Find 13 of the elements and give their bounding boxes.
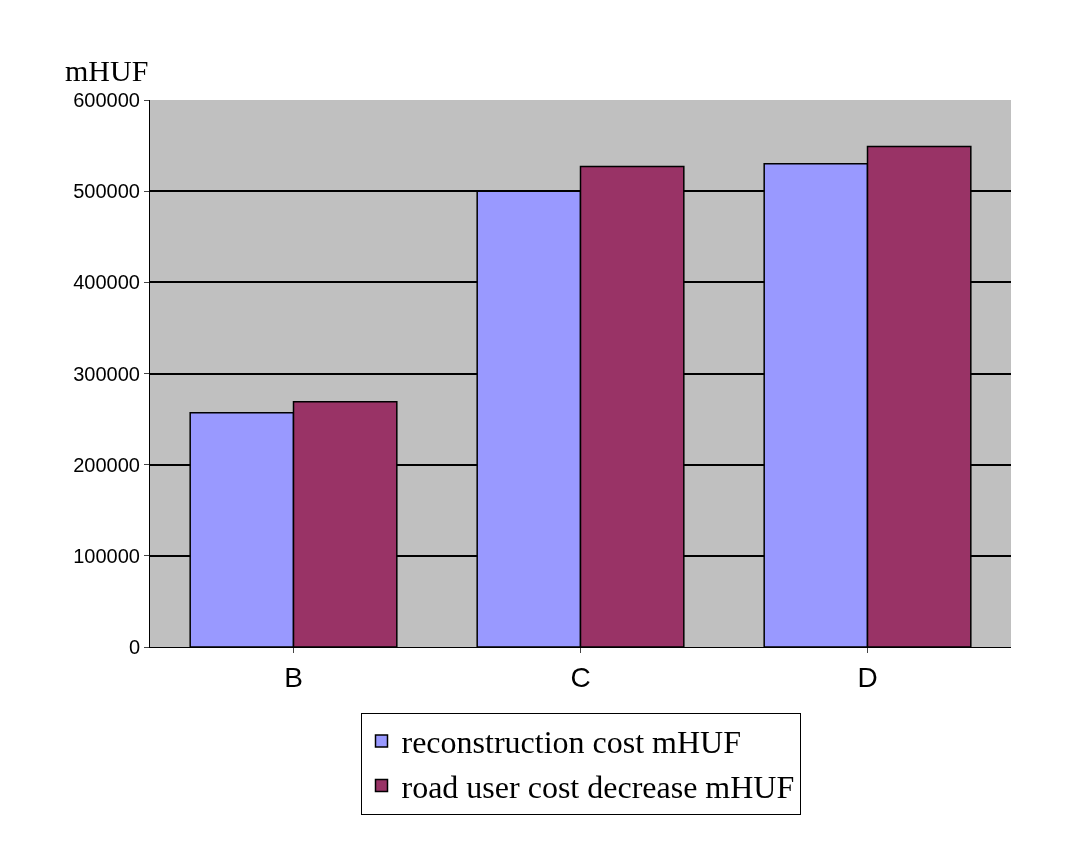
y-tick-label: 200000 [73, 453, 140, 476]
y-tick-label: 100000 [73, 544, 140, 567]
legend-label: reconstruction cost mHUF [401, 724, 741, 761]
x-tick-label: C [570, 661, 591, 693]
y-axis-title: mHUF [65, 54, 149, 87]
x-tick-label: D [857, 661, 878, 693]
legend-label: road user cost decrease mHUF [401, 769, 795, 806]
x-tick-label: B [284, 661, 303, 693]
y-tick-label: 0 [128, 636, 140, 658]
y-tick-label: 500000 [73, 180, 140, 203]
y-tick-label: 400000 [73, 271, 140, 294]
y-tick-label: 300000 [73, 362, 140, 385]
y-tick-label: 600000 [73, 89, 140, 111]
